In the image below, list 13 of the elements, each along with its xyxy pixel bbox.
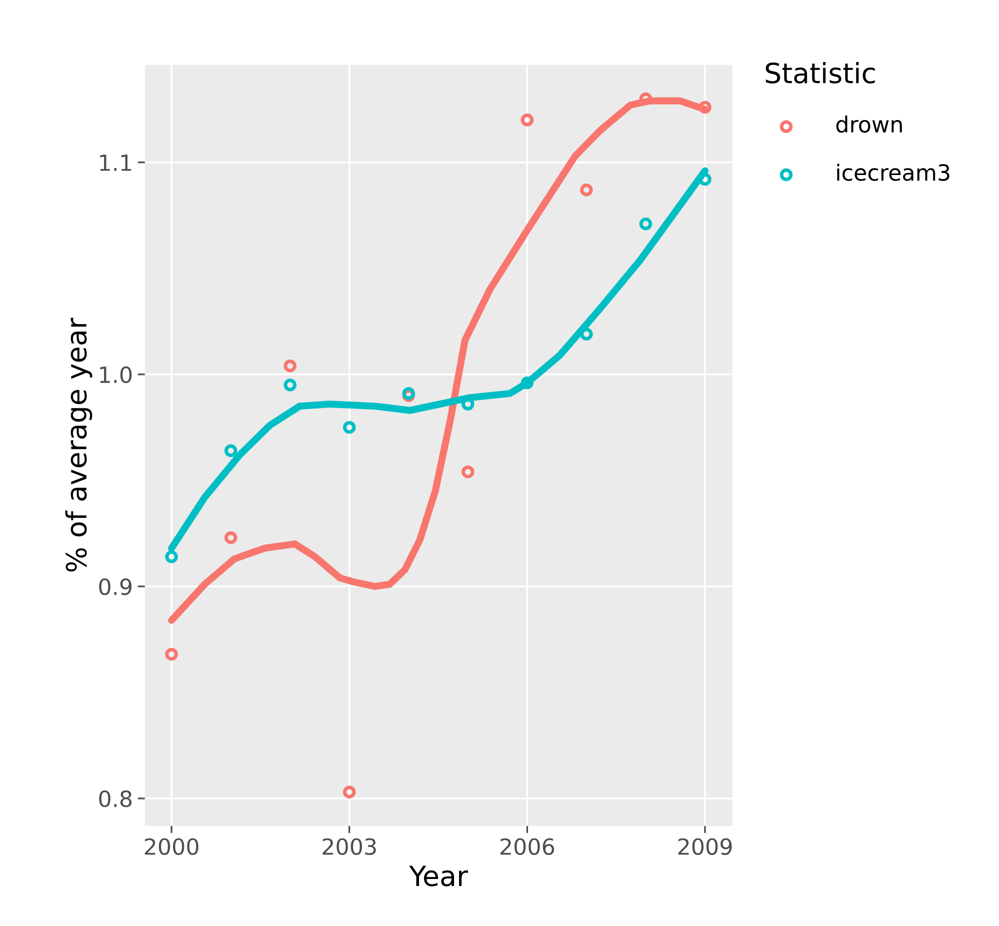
y-tick-label: 1.1 [100, 154, 131, 171]
x-tick-label: 2009 [678, 838, 732, 855]
legend-label: drown [836, 116, 902, 133]
x-tick-label: 2006 [500, 838, 554, 855]
x-axis-title: Year [409, 866, 468, 886]
y-axis-title: % of average year [65, 318, 92, 572]
y-tick-label: 0.9 [99, 578, 132, 596]
x-tick-label: 2003 [322, 838, 376, 855]
y-tick-label: 0.8 [99, 790, 132, 808]
x-tick-label: 2000 [144, 838, 198, 855]
y-tick-label: 1.0 [100, 366, 132, 384]
legend-label: icecream3 [837, 164, 950, 181]
legend-title: Statistic [766, 62, 875, 84]
